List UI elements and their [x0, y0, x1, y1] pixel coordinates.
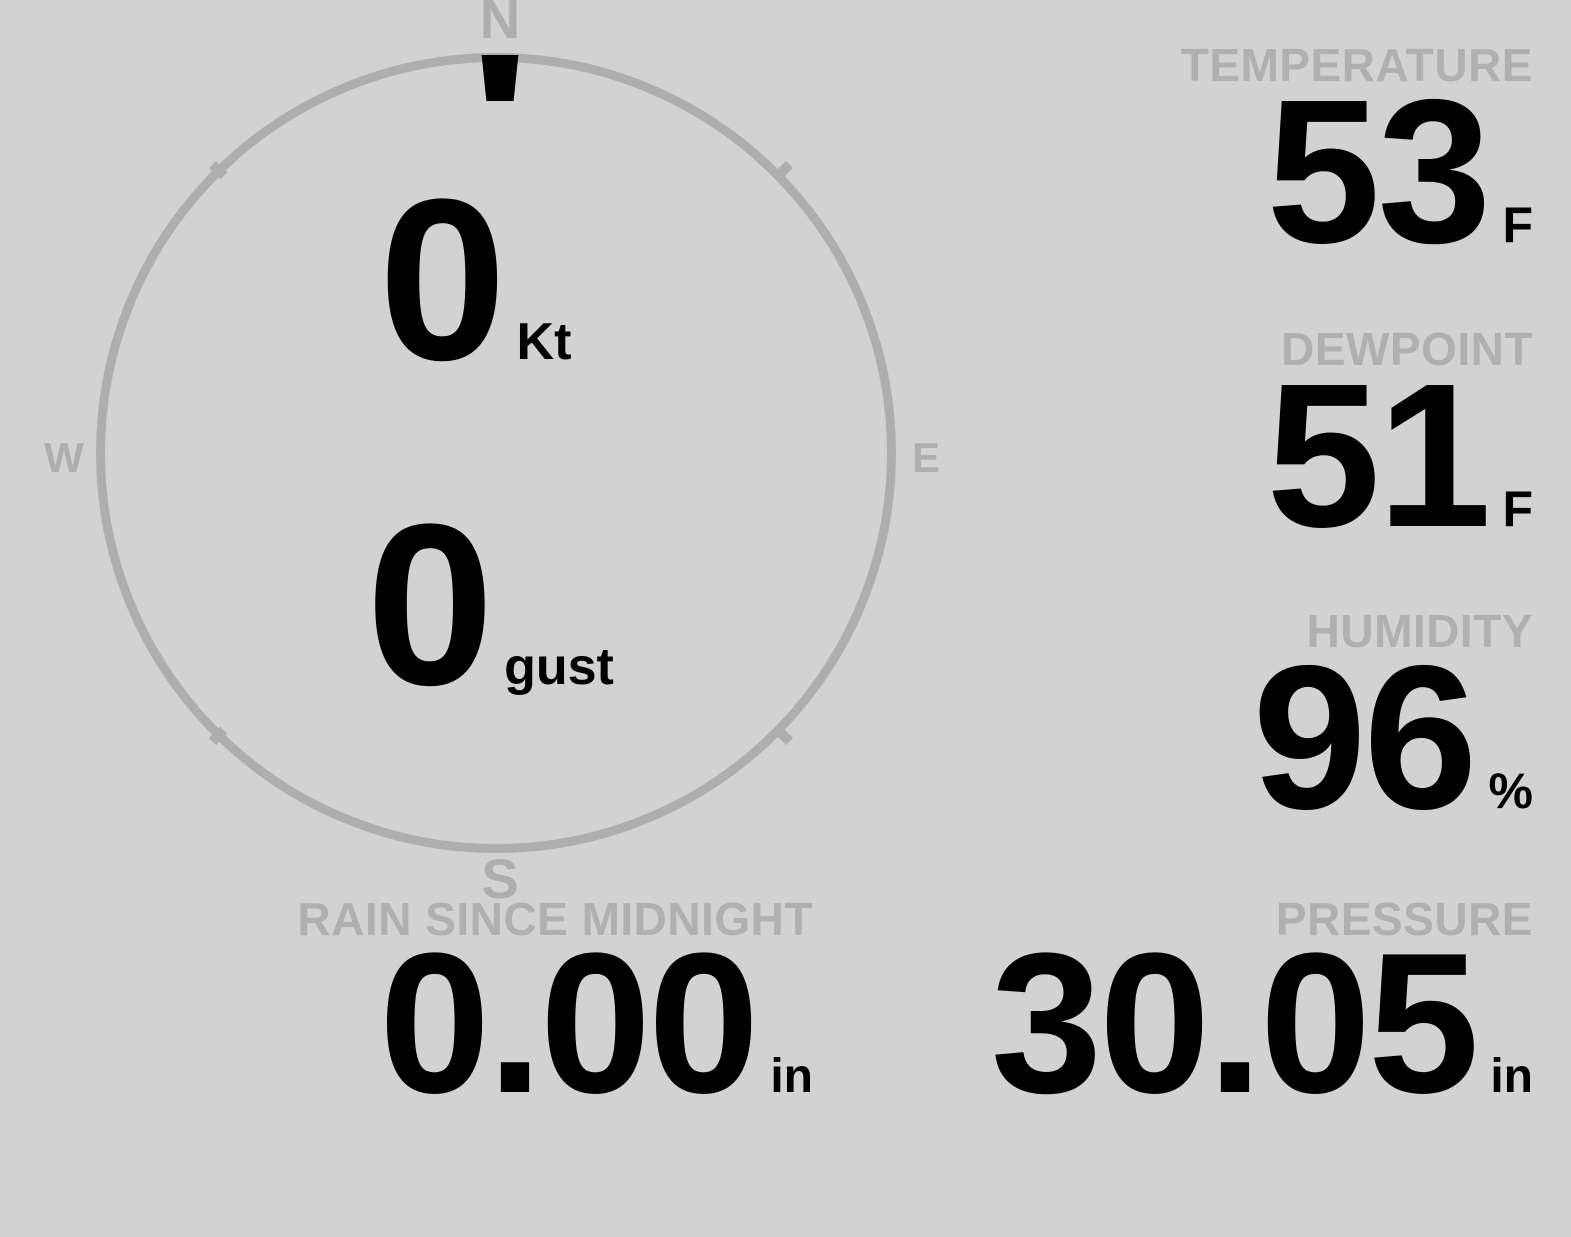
temperature-unit: F [1502, 197, 1533, 253]
dewpoint-value-row: 51 F [1266, 341, 1533, 570]
metric-temperature: TEMPERATURE 53 F [1180, 39, 1533, 286]
rain-label: RAIN SINCE MIDNIGHT [297, 893, 813, 945]
metric-humidity: HUMIDITY 96 % [1252, 605, 1534, 852]
compass-label-east: E [911, 434, 940, 481]
wind-direction-wedge [481, 55, 519, 101]
humidity-label: HUMIDITY [1306, 605, 1533, 657]
temperature-value-row: 53 F [1181, 57, 1533, 286]
wind-speed-unit: Kt [516, 313, 572, 371]
wind-direction-pointer-icon [481, 55, 519, 101]
temperature-value: 53 [1266, 57, 1491, 286]
wind-gust-readout: 0 gust [0, 476, 1000, 733]
rain-unit: in [770, 1050, 813, 1103]
compass-tick-southeast [774, 726, 794, 746]
humidity-value: 96 [1252, 623, 1478, 852]
rain-value-row: 0.00 in [298, 912, 813, 1135]
temperature-label: TEMPERATURE [1180, 39, 1533, 91]
pressure-value-row: 30.05 in [990, 912, 1533, 1135]
dewpoint-value: 51 [1266, 341, 1491, 570]
metric-rain-since-midnight: RAIN SINCE MIDNIGHT 0.00 in [297, 893, 814, 1135]
dewpoint-label: DEWPOINT [1281, 323, 1533, 375]
rain-value: 0.00 [379, 912, 759, 1135]
humidity-value-row: 96 % [1252, 623, 1534, 852]
wind-speed-value: 0 [378, 151, 507, 408]
humidity-unit: % [1488, 763, 1533, 819]
wind-dial: N E S W 0 Kt 0 gust [0, 0, 1000, 910]
pressure-value: 30.05 [990, 912, 1479, 1135]
metric-dewpoint: DEWPOINT 51 F [1266, 323, 1533, 570]
wind-gust-value: 0 [366, 476, 494, 733]
wind-gust-unit: gust [504, 638, 614, 696]
metric-pressure: PRESSURE 30.05 in [990, 893, 1533, 1135]
compass-label-south: S [481, 847, 519, 910]
pressure-label: PRESSURE [1275, 893, 1533, 945]
pressure-unit: in [1490, 1050, 1533, 1103]
wind-speed-readout: 0 Kt [0, 151, 1000, 408]
compass-label-west: W [44, 434, 84, 481]
dewpoint-unit: F [1502, 481, 1533, 537]
compass-label-north: N [479, 0, 521, 50]
